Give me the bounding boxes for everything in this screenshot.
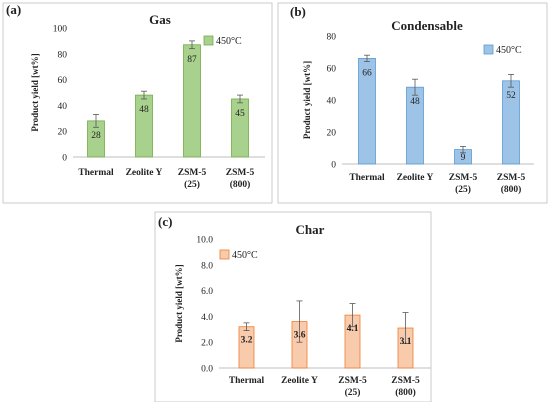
chart-frame — [154, 211, 432, 402]
panel-b: (b) Condensable 0 20 40 60 80 Product yield [wt… — [277, 2, 548, 204]
x-tick-label: ZSM-5 — [226, 168, 255, 178]
x-tick-label: (25) — [345, 387, 361, 398]
y-axis-label: Product yield [wt%] — [174, 264, 184, 342]
data-label: 66 — [362, 68, 372, 78]
x-tick-label: (25) — [455, 184, 471, 195]
y-tick-label: 0 — [331, 161, 336, 171]
panel-label: (a) — [6, 2, 21, 17]
y-tick-label: 100 — [53, 25, 68, 35]
legend-label: 450°C — [232, 250, 258, 261]
legend-swatch — [483, 44, 494, 55]
data-label: 48 — [139, 105, 149, 115]
x-tick-label: Thermal — [349, 173, 385, 183]
y-tick-label: 10.0 — [196, 236, 213, 246]
y-tick-label: 20 — [327, 129, 337, 139]
y-tick-label: 80 — [327, 33, 337, 43]
data-label: 87 — [187, 55, 197, 65]
x-tick-label: Thermal — [229, 376, 265, 386]
x-tick-label: ZSM-5 — [449, 173, 478, 183]
x-tick-label: Thermal — [78, 168, 114, 178]
legend-label: 450°C — [496, 45, 522, 56]
y-tick-label: 2.0 — [201, 339, 213, 349]
data-label: 28 — [91, 131, 101, 141]
chart-title: Gas — [149, 12, 171, 27]
y-axis-label: Product yield [wt%] — [30, 53, 40, 131]
y-tick-label: 6.0 — [201, 287, 213, 297]
bar — [231, 98, 249, 158]
y-tick-label: 60 — [58, 76, 68, 86]
y-tick-label: 40 — [327, 97, 337, 107]
legend-label: 450°C — [216, 36, 242, 47]
data-label: 45 — [235, 109, 245, 119]
x-tick-label: (800) — [395, 387, 416, 398]
data-label: 52 — [506, 91, 516, 101]
data-label: 9 — [461, 153, 466, 163]
x-tick-label: Zeolite Y — [281, 376, 318, 386]
panel-c: (c) Char 0.0 2.0 4.0 6.0 8.0 10.0 Product yield … — [154, 211, 432, 402]
chart-title: Condensable — [391, 18, 463, 33]
y-tick-label: 0 — [62, 154, 67, 164]
panel-label: (b) — [290, 4, 306, 19]
legend-swatch — [203, 35, 214, 46]
x-tick-label: (800) — [501, 184, 522, 195]
data-label: 4.1 — [347, 324, 359, 334]
data-label: 48 — [410, 97, 420, 107]
legend-swatch — [219, 249, 230, 260]
y-tick-label: 80 — [58, 50, 68, 60]
data-label: 3.6 — [294, 331, 306, 341]
y-tick-label: 40 — [58, 102, 68, 112]
x-tick-label: ZSM-5 — [497, 173, 526, 183]
data-label: 3.1 — [400, 337, 412, 347]
bar — [238, 326, 255, 369]
x-tick-label: Zeolite Y — [126, 168, 163, 178]
x-tick-label: ZSM-5 — [178, 168, 207, 178]
panel-a: (a) Gas 0 20 40 60 80 100 Product yield [wt%] 28 T… — [2, 2, 273, 204]
x-tick-label: (800) — [230, 179, 251, 190]
y-tick-label: 20 — [58, 128, 68, 138]
data-label: 3.2 — [241, 336, 253, 346]
y-tick-label: 8.0 — [201, 261, 213, 271]
x-tick-label: ZSM-5 — [338, 376, 367, 386]
x-tick-label: (25) — [184, 179, 200, 190]
y-tick-label: 0.0 — [201, 365, 213, 375]
y-axis-label: Product yield [wt%] — [302, 61, 312, 139]
panel-label: (c) — [158, 214, 172, 229]
chart-title: Char — [296, 222, 325, 237]
y-tick-label: 60 — [327, 65, 337, 75]
x-tick-label: Zeolite Y — [397, 173, 434, 183]
y-tick-label: 4.0 — [201, 313, 213, 323]
x-tick-label: ZSM-5 — [391, 376, 420, 386]
